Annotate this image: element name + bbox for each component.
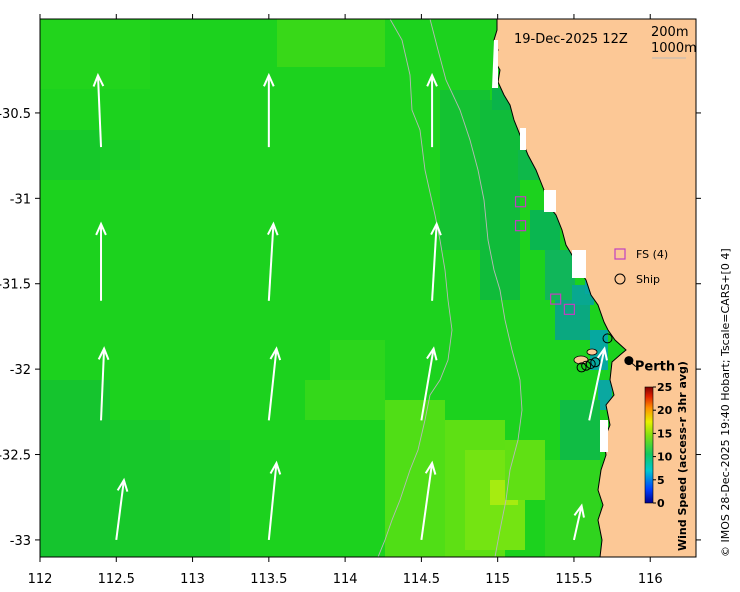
wind-arrow-head bbox=[95, 221, 107, 236]
y-axis: -30.5 -31 -31.5 -32 -32.5 -33 bbox=[0, 107, 701, 549]
wind-arrow-head bbox=[263, 72, 275, 87]
x-tick-label: 112 bbox=[28, 572, 53, 587]
ship-marker bbox=[585, 359, 596, 370]
wind-arrow bbox=[420, 346, 438, 421]
wind-arrow bbox=[95, 221, 107, 301]
x-tick-label: 115 bbox=[485, 572, 510, 587]
fs-marker bbox=[563, 303, 575, 315]
coast-gap bbox=[520, 128, 526, 150]
colorbar-tick-label: 25 bbox=[657, 381, 672, 394]
wind-arrow bbox=[572, 503, 585, 541]
wind-arrow-head bbox=[596, 346, 608, 361]
wind-arrow-head bbox=[426, 346, 438, 361]
depth-label-1000m: 1000m bbox=[651, 41, 697, 56]
y-tick-label: -32 bbox=[10, 363, 31, 378]
x-tick-label: 115.5 bbox=[555, 572, 592, 587]
credit-text: © IMOS 28-Dec-2025 19:40 Hobart; Tscale=… bbox=[719, 248, 732, 557]
fs-marker bbox=[514, 220, 527, 232]
y-tick-label: -30.5 bbox=[0, 107, 31, 122]
fs-legend-symbol bbox=[614, 248, 626, 260]
wind-arrow-shaft bbox=[431, 223, 438, 301]
wind-arrow-head bbox=[424, 460, 437, 475]
perth-leader-line bbox=[628, 360, 637, 367]
wind-arrow-shaft bbox=[96, 75, 103, 148]
colorbar-tick-label: 5 bbox=[657, 474, 665, 487]
wind-arrow bbox=[97, 346, 110, 421]
wind-arrow-head bbox=[269, 460, 282, 475]
wind-arrow bbox=[267, 460, 282, 541]
wind-arrow-head bbox=[92, 72, 105, 87]
island bbox=[586, 348, 598, 356]
x-tick-label: 113.5 bbox=[250, 572, 287, 587]
wind-arrow-head bbox=[269, 346, 282, 361]
wind-arrow-head bbox=[430, 221, 442, 236]
wind-arrow bbox=[263, 72, 275, 148]
ship-legend-label: Ship bbox=[636, 273, 660, 286]
y-tick-label: -31 bbox=[10, 192, 31, 207]
wind-arrow-head bbox=[97, 346, 110, 361]
wind-vectors bbox=[92, 72, 608, 541]
wind-arrow bbox=[588, 346, 608, 421]
wind-arrow-head bbox=[116, 477, 129, 492]
coast-gap bbox=[492, 40, 498, 88]
fs-markers bbox=[514, 196, 575, 315]
x-tick-label: 112.5 bbox=[98, 572, 135, 587]
colorbar-tick-label: 15 bbox=[657, 427, 672, 440]
y-tick-label: -32.5 bbox=[0, 449, 31, 464]
wind-arrow-head bbox=[426, 72, 438, 87]
wind-arrow bbox=[426, 72, 438, 148]
wind-arrow bbox=[420, 460, 437, 541]
ship-marker bbox=[576, 362, 587, 373]
plot-frame bbox=[39, 18, 697, 558]
wind-arrow bbox=[266, 221, 279, 301]
colorbar-tick-label: 10 bbox=[657, 451, 673, 464]
wind-arrow-shaft bbox=[420, 348, 435, 421]
wind-arrow-shaft bbox=[267, 462, 278, 541]
wind-arrow bbox=[267, 346, 282, 421]
wind-arrow-head bbox=[573, 503, 585, 518]
coast-gap bbox=[572, 250, 586, 278]
ship-marker bbox=[602, 333, 613, 344]
wind-arrow-shaft bbox=[588, 348, 606, 421]
colorbar-title: Wind Speed (access-r 3hr avg) bbox=[676, 361, 689, 551]
ship-marker bbox=[590, 357, 601, 368]
wind-arrow bbox=[430, 221, 442, 301]
wind-arrow bbox=[115, 477, 129, 541]
wind-arrow-shaft bbox=[267, 348, 278, 421]
x-tick-label: 114 bbox=[333, 572, 358, 587]
wind-arrow-shaft bbox=[267, 223, 275, 301]
x-axis: 112 112.5 113 113.5 114 114.5 115 115.5 116 bbox=[28, 14, 663, 587]
colorbar-tick-label: 20 bbox=[657, 404, 673, 417]
wind-arrow bbox=[92, 72, 105, 148]
wind-speed-grid bbox=[40, 19, 612, 557]
date-label: 19-Dec-2025 12Z bbox=[514, 32, 628, 47]
ship-marker bbox=[581, 360, 592, 371]
contour-1000m bbox=[377, 19, 453, 557]
city-label: Perth bbox=[635, 360, 675, 375]
colorbar bbox=[644, 386, 654, 504]
y-tick-label: -31.5 bbox=[0, 278, 31, 293]
ship-legend-symbol bbox=[614, 273, 626, 285]
fs-marker bbox=[550, 293, 562, 305]
colorbar-tick-label: 0 bbox=[657, 497, 665, 510]
x-tick-label: 114.5 bbox=[403, 572, 440, 587]
coast-gap bbox=[544, 190, 556, 212]
fs-legend-label: FS (4) bbox=[636, 248, 668, 261]
colorbar-ticks: 0 5 10 15 20 25 bbox=[653, 381, 673, 510]
wind-arrow-shaft bbox=[115, 480, 125, 541]
depth-label-200m: 200m bbox=[651, 25, 688, 40]
x-tick-label: 116 bbox=[638, 572, 663, 587]
y-tick-label: -33 bbox=[10, 534, 31, 549]
ship-markers bbox=[576, 333, 613, 373]
wind-arrow-shaft bbox=[572, 505, 583, 541]
x-tick-label: 113 bbox=[180, 572, 205, 587]
fs-marker bbox=[514, 196, 527, 208]
wind-arrow-shaft bbox=[100, 348, 106, 421]
wind-arrow-shaft bbox=[420, 462, 434, 541]
wind-arrow-head bbox=[266, 221, 279, 236]
contour-200m bbox=[429, 19, 523, 557]
coast-gap bbox=[600, 420, 608, 452]
